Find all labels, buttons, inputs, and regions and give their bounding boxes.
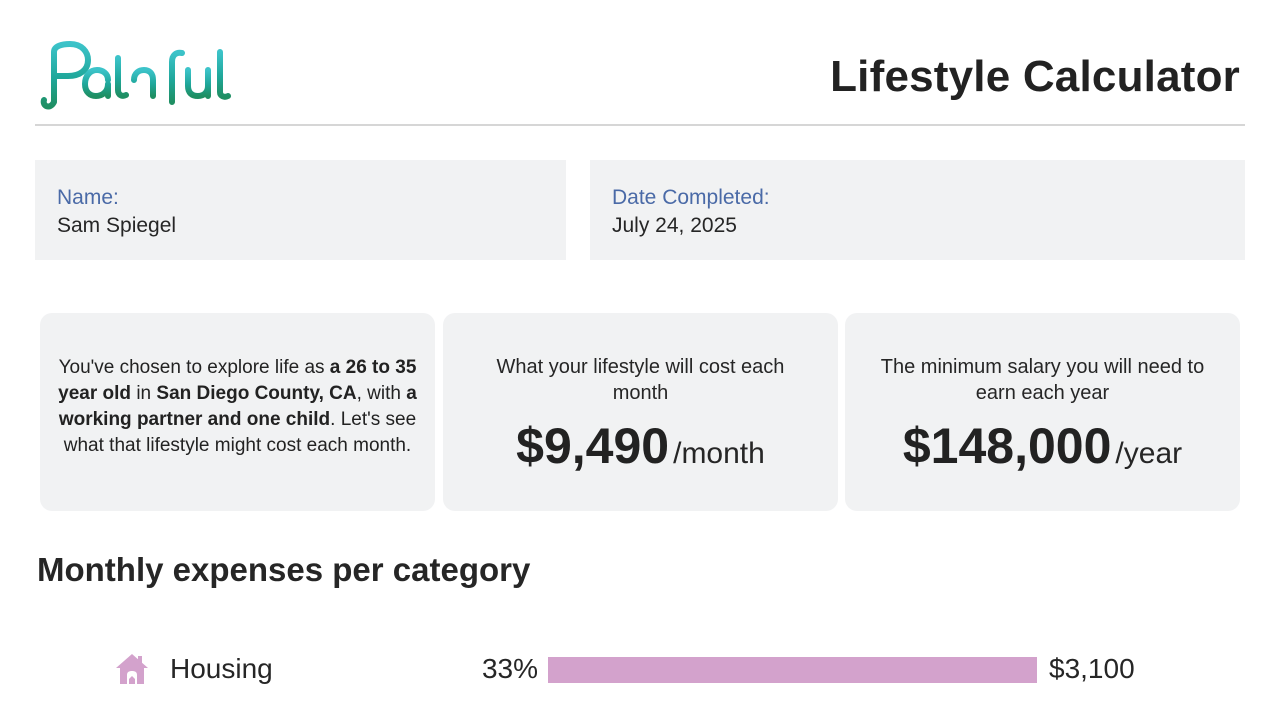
monthly-cost-amount: $9,490 <box>516 418 670 474</box>
house-icon <box>114 652 150 686</box>
pathful-logo <box>38 40 243 112</box>
salary-caption: The minimum salary you will need to earn… <box>880 356 1205 404</box>
monthly-cost-card: What your lifestyle will cost each month… <box>443 313 838 511</box>
pathful-logo-mark <box>40 41 231 110</box>
salary-line: $148,000/year <box>845 417 1240 475</box>
summary-location: San Diego County, CA <box>156 383 357 404</box>
monthly-cost-line: $9,490/month <box>443 417 838 475</box>
name-label: Name: <box>57 186 119 209</box>
summary-part: , with <box>356 383 407 404</box>
name-box: Name: Sam Spiegel <box>35 160 566 260</box>
page-title: Lifestyle Calculator <box>830 52 1240 101</box>
salary-amount: $148,000 <box>902 418 1112 474</box>
expense-label: Housing <box>170 653 273 684</box>
summary-part: . Let's see what that lifestyle might co… <box>63 409 417 456</box>
lifestyle-summary-card: You've chosen to explore life as a 26 to… <box>40 313 435 511</box>
salary-unit: /year <box>1115 437 1183 470</box>
header-divider <box>35 124 1245 126</box>
name-value: Sam Spiegel <box>57 214 177 237</box>
monthly-cost-unit: /month <box>673 437 765 470</box>
expenses-section-title: Monthly expenses per category <box>37 551 531 588</box>
summary-household: a working partner and one child <box>58 383 417 430</box>
summary-part: You've chosen to explore life as <box>58 357 330 378</box>
expense-row-housing: Housing 33% $3,100 <box>0 648 1280 692</box>
summary-age: a 26 to 35 year old <box>58 357 417 404</box>
date-value: July 24, 2025 <box>612 214 737 237</box>
date-label: Date Completed: <box>612 186 770 209</box>
expense-bar-track <box>548 657 1037 683</box>
monthly-cost-caption: What your lifestyle will cost each month <box>496 356 785 404</box>
expense-amount: $3,100 <box>1049 653 1135 684</box>
salary-card: The minimum salary you will need to earn… <box>845 313 1240 511</box>
expense-bar-fill <box>548 657 1037 683</box>
expense-percent: 33% <box>481 653 538 684</box>
date-box: Date Completed: July 24, 2025 <box>590 160 1245 260</box>
lifestyle-summary-text: You've chosen to explore life as a 26 to… <box>54 355 421 459</box>
summary-part: in <box>131 383 157 404</box>
